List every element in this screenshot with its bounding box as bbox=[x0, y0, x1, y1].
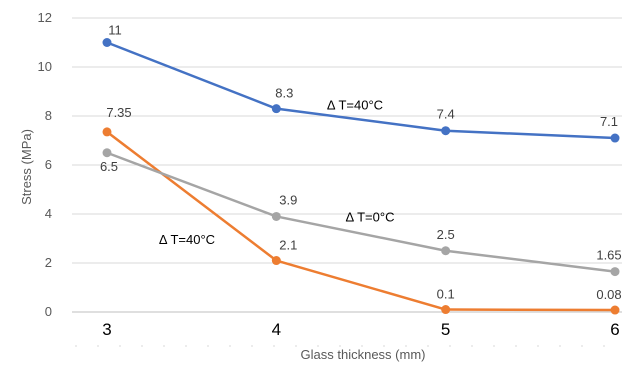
y-tick-label: 10 bbox=[38, 59, 52, 74]
data-point bbox=[441, 305, 451, 315]
series bbox=[102, 38, 620, 315]
data-label: 7.1 bbox=[600, 114, 618, 129]
data-point bbox=[102, 38, 112, 47]
x-tick-label: 3 bbox=[102, 320, 111, 339]
y-tick-label: 0 bbox=[45, 304, 52, 319]
data-label: 8.3 bbox=[275, 86, 293, 101]
y-tick-label: 2 bbox=[45, 255, 52, 270]
gridlines bbox=[72, 17, 622, 264]
data-point bbox=[610, 267, 620, 277]
data-label: 0.1 bbox=[437, 287, 455, 302]
x-tick-label: 5 bbox=[441, 320, 450, 339]
x-tick-label: 4 bbox=[272, 320, 281, 339]
y-tick-label: 4 bbox=[45, 206, 52, 221]
data-point bbox=[441, 246, 451, 256]
series-line bbox=[106, 151, 616, 273]
data-label: 1.65 bbox=[596, 248, 621, 263]
y-tick-label: 6 bbox=[45, 157, 52, 172]
data-point bbox=[102, 127, 112, 137]
data-point bbox=[610, 305, 620, 315]
data-point bbox=[441, 126, 451, 136]
series-line bbox=[106, 130, 616, 312]
y-axis-title: Stress (MPa) bbox=[19, 129, 34, 205]
series-annotation: Δ T=40°C bbox=[327, 98, 383, 113]
axes: 0 2 4 6 8 10 12 3 4 5 6 bbox=[38, 10, 622, 347]
data-labels: 11 8.3 7.4 7.1 7.35 2.1 0.1 0.08 6.5 3.9 2.5 1.65 Δ … bbox=[100, 23, 622, 303]
series-annotation: Δ T=40°C bbox=[159, 232, 215, 247]
data-point bbox=[271, 256, 281, 266]
data-label: 3.9 bbox=[279, 192, 297, 207]
data-label: 0.08 bbox=[596, 287, 621, 302]
data-label: 6.5 bbox=[100, 159, 118, 174]
data-point bbox=[102, 148, 112, 158]
data-label: 7.4 bbox=[437, 107, 455, 122]
data-point bbox=[271, 211, 281, 221]
series-line bbox=[106, 41, 616, 140]
series-annotation: Δ T=0°C bbox=[346, 209, 395, 224]
data-point bbox=[610, 133, 620, 143]
y-tick-label: 12 bbox=[38, 10, 52, 25]
data-label: 2.1 bbox=[279, 238, 297, 253]
x-axis-title: Glass thickness (mm) bbox=[301, 347, 426, 362]
x-tick-label: 6 bbox=[610, 320, 619, 339]
data-point bbox=[271, 104, 281, 114]
data-label: 11 bbox=[108, 23, 122, 38]
y-tick-label: 8 bbox=[45, 108, 52, 123]
data-label: 2.5 bbox=[437, 227, 455, 242]
data-label: 7.35 bbox=[106, 105, 131, 120]
